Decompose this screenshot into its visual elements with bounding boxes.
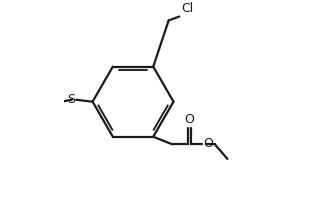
Text: O: O — [203, 137, 213, 150]
Text: O: O — [185, 113, 195, 126]
Text: S: S — [67, 93, 75, 106]
Text: Cl: Cl — [181, 2, 193, 15]
